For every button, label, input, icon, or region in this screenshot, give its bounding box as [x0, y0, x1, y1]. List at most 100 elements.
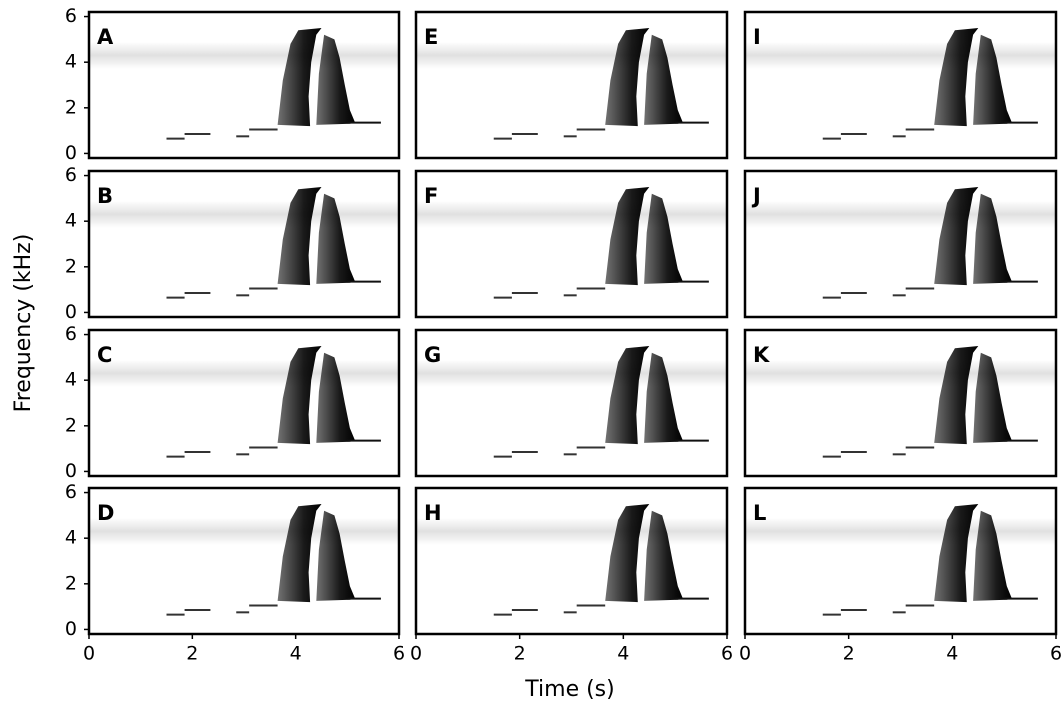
panel-frame: [743, 328, 1058, 478]
syllable: [973, 352, 1012, 443]
spectrogram: [90, 346, 398, 458]
syllable: [644, 193, 683, 284]
noise-band: [90, 200, 398, 229]
syllable: [316, 34, 356, 125]
noise-band: [746, 517, 1055, 546]
syllable: [973, 193, 1012, 284]
x-tick-label: 4: [946, 643, 958, 665]
y-tick-label: 4: [65, 51, 77, 73]
y-axis-label: Frequency (kHz): [11, 234, 36, 413]
panel-frame: [87, 486, 401, 636]
x-tick-label: 0: [410, 643, 422, 665]
spectrogram: [90, 187, 398, 299]
panel-label: A: [97, 25, 114, 49]
y-tick-label: 0: [65, 460, 77, 482]
syllable: [277, 28, 322, 127]
panel-frame: [414, 328, 729, 478]
x-tick-label: 4: [290, 643, 302, 665]
syllable: [277, 187, 322, 286]
panel-frame: [743, 169, 1058, 319]
noise-band: [417, 200, 726, 229]
syllable: [644, 34, 683, 125]
y-tick-label: 4: [65, 369, 77, 391]
panel-frame: [87, 169, 401, 319]
noise-band: [417, 517, 726, 546]
y-tick-label: 2: [65, 414, 77, 436]
syllable: [316, 510, 356, 601]
spectrogram: [417, 187, 726, 299]
x-axis-label: Time (s): [524, 677, 614, 702]
y-tick-label: 6: [65, 5, 77, 27]
x-tick-label: 0: [739, 643, 751, 665]
noise-band: [746, 200, 1055, 229]
syllable: [277, 504, 322, 603]
syllable: [605, 346, 650, 445]
y-tick-label: 2: [65, 572, 77, 594]
panel-label: E: [424, 25, 438, 49]
x-tick-label: 6: [1050, 643, 1061, 665]
spectrogram: [417, 504, 726, 616]
x-tick-label: 0: [83, 643, 95, 665]
spectrogram: [90, 28, 398, 140]
syllable: [973, 34, 1012, 125]
spectrogram: [90, 504, 398, 616]
noise-band: [90, 517, 398, 546]
spectrogram: [746, 346, 1055, 458]
panel-label: I: [753, 25, 761, 49]
panel-label: L: [753, 501, 766, 525]
spectrogram: [746, 504, 1055, 616]
syllable: [605, 504, 650, 603]
syllable: [316, 352, 356, 443]
spectrogram: [746, 28, 1055, 140]
syllable: [934, 28, 979, 127]
x-tick-label: 6: [721, 643, 733, 665]
y-tick-label: 2: [65, 96, 77, 118]
y-tick-label: 0: [65, 142, 77, 164]
panel-frame: [743, 486, 1058, 636]
spectrogram: [417, 28, 726, 140]
syllable: [934, 346, 979, 445]
noise-band: [417, 41, 726, 70]
x-tick-label: 6: [393, 643, 405, 665]
x-tick-label: 2: [514, 643, 526, 665]
panel-label: H: [424, 501, 442, 525]
x-tick-label: 2: [186, 643, 198, 665]
panel-label: F: [424, 184, 438, 208]
spectrogram: [746, 187, 1055, 299]
panel-frame: [414, 10, 729, 160]
syllable: [644, 510, 683, 601]
spectrogram: [417, 346, 726, 458]
y-tick-label: 2: [65, 255, 77, 277]
panel-label: B: [97, 184, 113, 208]
panel-frame: [87, 10, 401, 160]
panel-frame: [87, 328, 401, 478]
y-tick-label: 0: [65, 301, 77, 323]
y-tick-label: 6: [65, 481, 77, 503]
syllable: [605, 28, 650, 127]
syllable: [605, 187, 650, 286]
panel-label: J: [751, 184, 761, 208]
y-tick-label: 4: [65, 527, 77, 549]
x-tick-label: 4: [617, 643, 629, 665]
x-tick-label: 2: [843, 643, 855, 665]
y-tick-label: 6: [65, 164, 77, 186]
noise-band: [90, 41, 398, 70]
panel-label: C: [97, 343, 112, 367]
noise-band: [417, 359, 726, 388]
syllable: [316, 193, 356, 284]
noise-band: [90, 359, 398, 388]
syllable: [973, 510, 1012, 601]
y-tick-label: 0: [65, 618, 77, 640]
noise-band: [746, 41, 1055, 70]
syllable: [644, 352, 683, 443]
panel-frame: [414, 486, 729, 636]
y-tick-label: 4: [65, 210, 77, 232]
syllable: [934, 504, 979, 603]
y-tick-label: 6: [65, 323, 77, 345]
panel-frame: [743, 10, 1058, 160]
panel-label: D: [97, 501, 114, 525]
panel-frame: [414, 169, 729, 319]
syllable: [934, 187, 979, 286]
syllable: [277, 346, 322, 445]
